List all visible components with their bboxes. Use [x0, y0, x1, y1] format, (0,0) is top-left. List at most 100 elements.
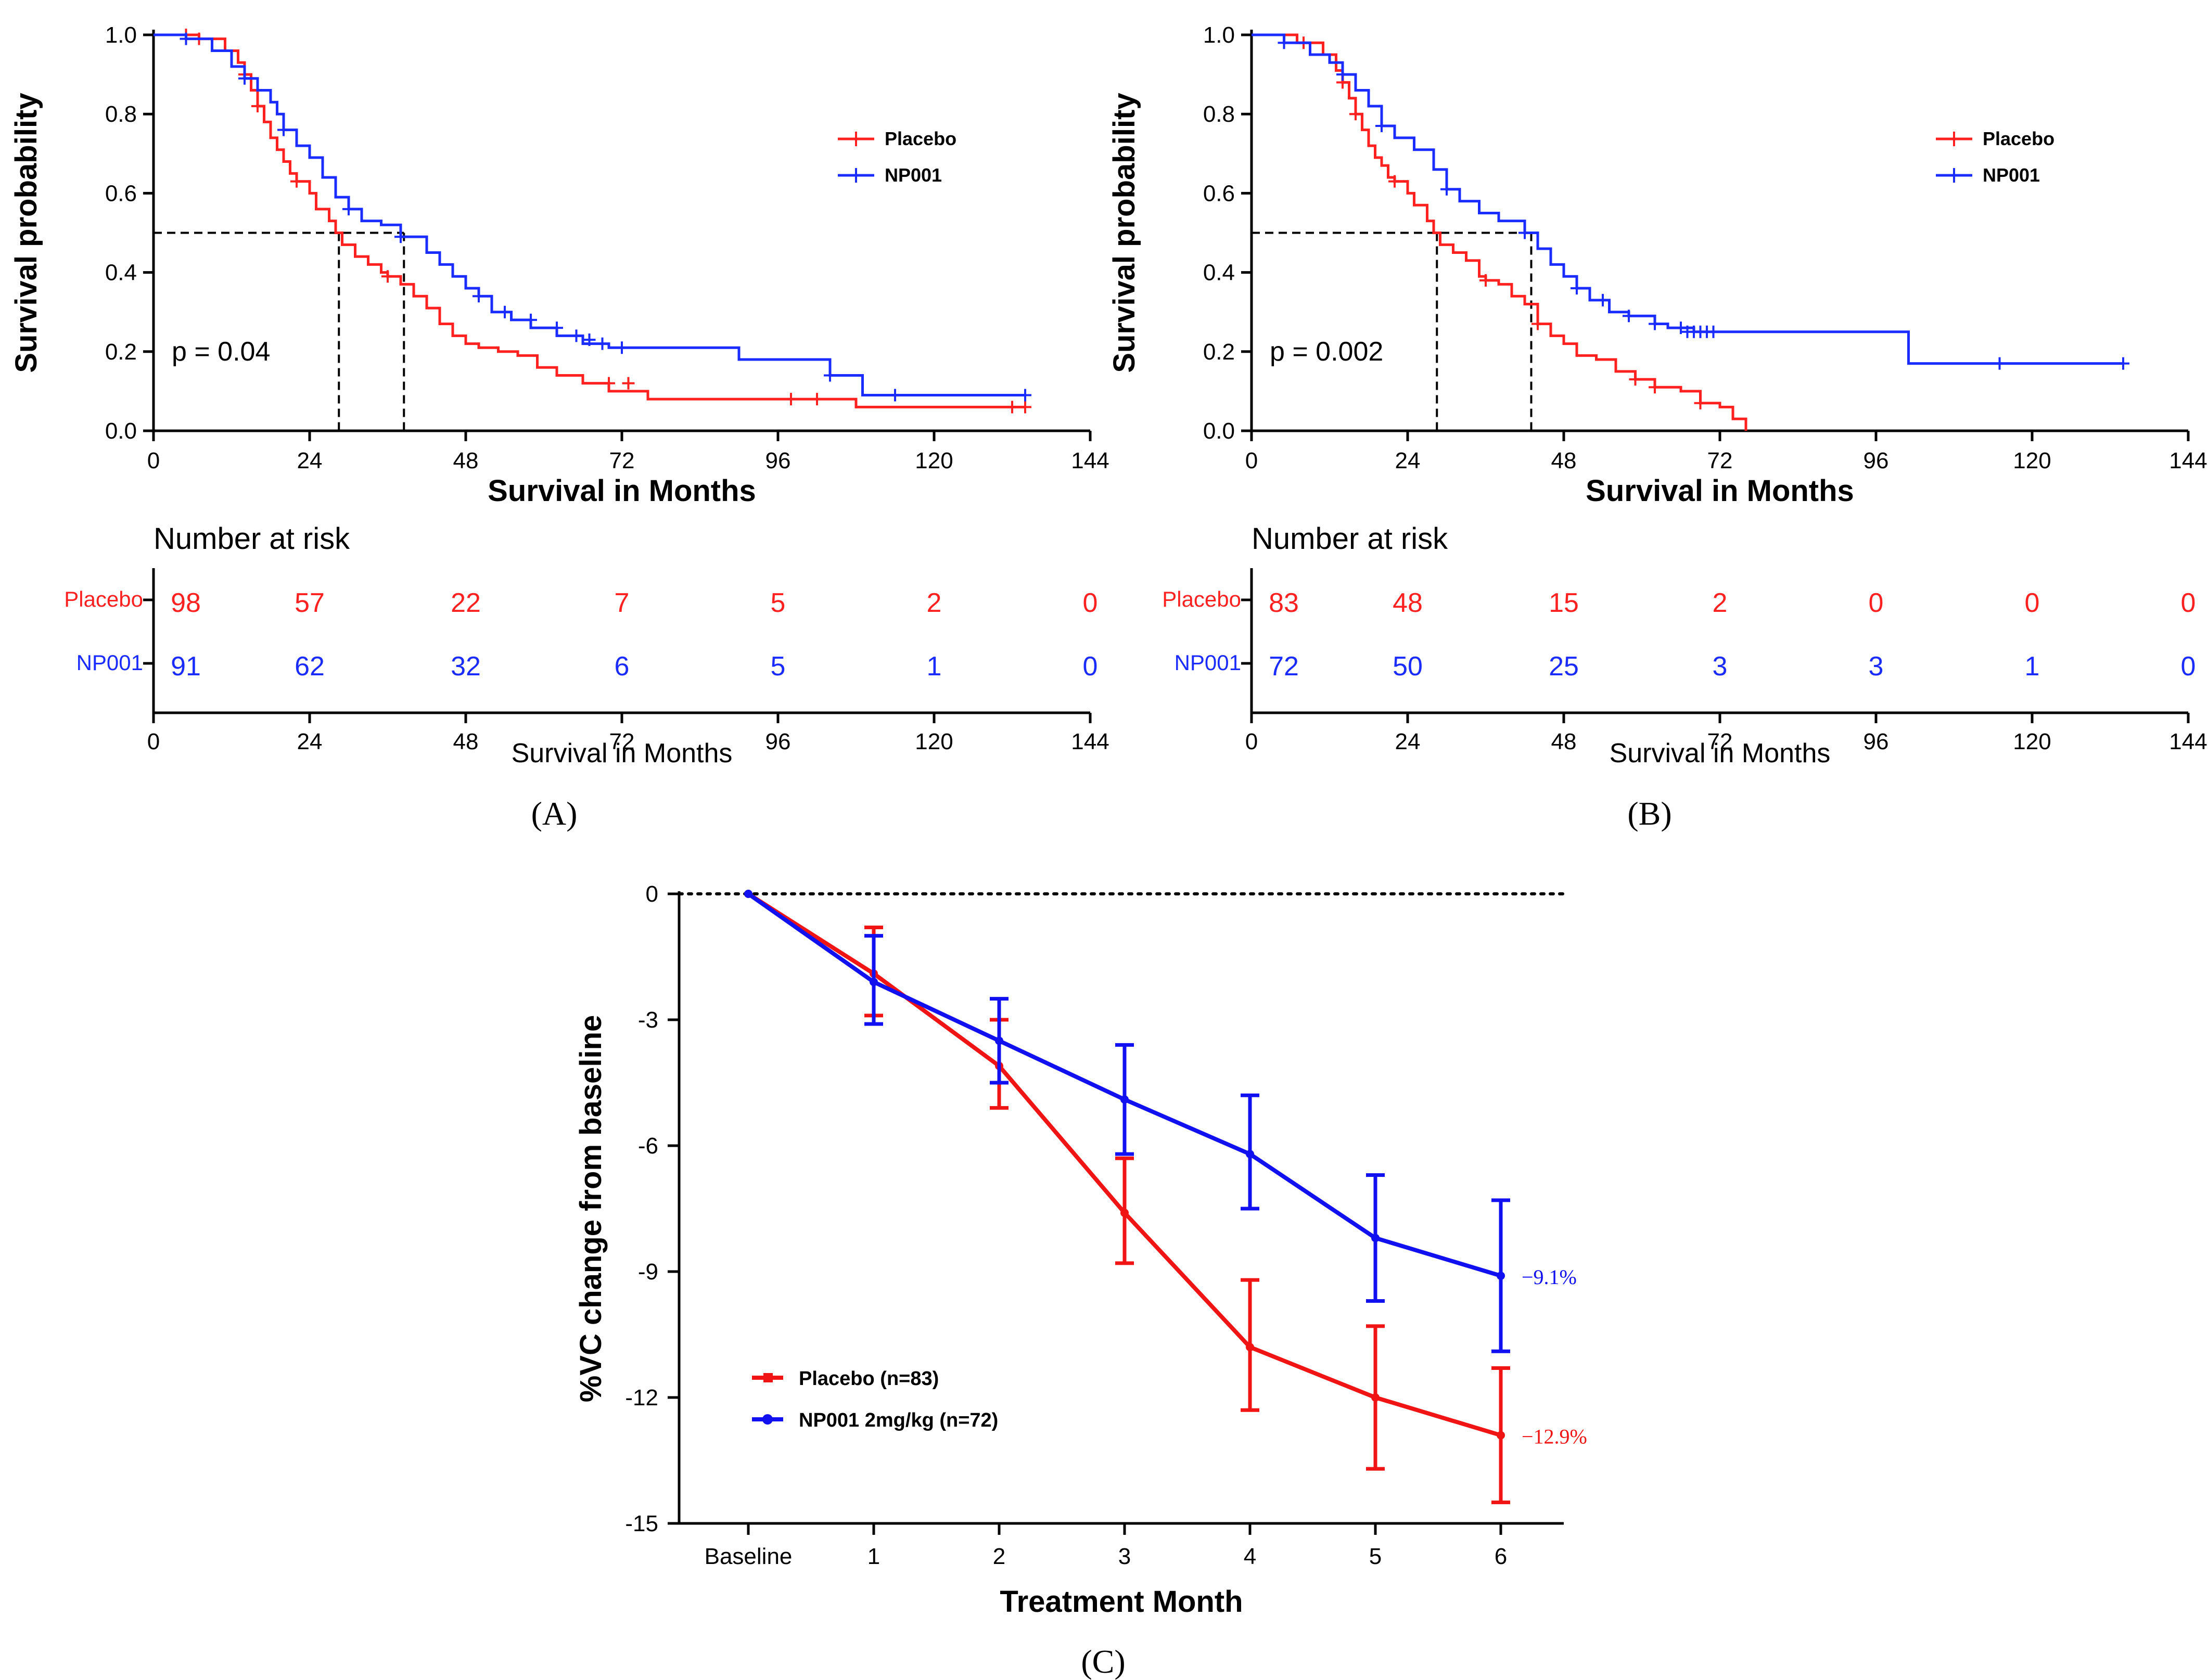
risk-count: 2 [927, 588, 942, 618]
censor-mark [381, 270, 394, 283]
risk-x-tick-label: 24 [1395, 729, 1421, 754]
data-point [1497, 1431, 1505, 1440]
risk-x-tick-label: 144 [1071, 729, 1109, 754]
risk-count: 0 [1083, 651, 1098, 682]
risk-count: 15 [1549, 588, 1579, 618]
x-tick-label: 120 [915, 448, 953, 473]
censor-mark [290, 175, 303, 188]
censor-mark [180, 32, 193, 45]
censor-mark [1479, 274, 1492, 287]
censor-mark [1019, 389, 1031, 402]
y-tick-label: -9 [638, 1259, 658, 1285]
censor-mark [1375, 120, 1388, 133]
censor-mark [1707, 325, 1720, 338]
censor-mark [1278, 36, 1291, 49]
y-tick-label: -6 [638, 1133, 658, 1159]
x-tick-label: 48 [1551, 448, 1577, 473]
risk-x-tick-label: 120 [915, 729, 953, 754]
risk-count: 1 [2025, 651, 2040, 682]
risk-row-label-placebo: Placebo [1162, 587, 1241, 611]
censor-mark [1597, 293, 1609, 306]
legend-label-np001: NP001 [885, 164, 942, 186]
censor-mark [277, 123, 290, 136]
risk-count: 0 [2025, 588, 2040, 618]
risk-count: 50 [1393, 651, 1423, 682]
censor-mark [525, 313, 537, 326]
x-tick-label: 24 [1395, 448, 1421, 473]
x-tick-label: Baseline [705, 1544, 793, 1569]
x-tick-label: 144 [2169, 448, 2207, 473]
censor-mark [1571, 282, 1583, 295]
x-axis-title: Survival in Months [488, 474, 756, 508]
data-point [995, 1036, 1003, 1045]
legend-marker-square [763, 1373, 773, 1382]
risk-count: 3 [1869, 651, 1884, 682]
risk-x-tick-label: 48 [453, 729, 479, 754]
censor-mark [551, 322, 563, 335]
y-axis-title: Survival probability [1107, 93, 1141, 373]
vc-change-panel: 0 -3 -6 -9 -12 -15 Baseline 1 2 3 4 5 6 Treatment Mon… [574, 881, 1587, 1680]
risk-count: 48 [1393, 588, 1423, 618]
risk-count: 0 [1083, 588, 1098, 618]
x-tick-label: 1 [867, 1544, 880, 1569]
censor-mark [1019, 401, 1031, 414]
risk-table-title: Number at risk [1252, 522, 1448, 556]
risk-x-tick-label: 144 [2169, 729, 2207, 754]
risk-count: 98 [171, 588, 201, 618]
x-tick-label: 96 [1864, 448, 1889, 473]
censor-mark [1993, 357, 2006, 370]
p-value-annotation: p = 0.04 [172, 337, 270, 367]
censor-mark [1388, 175, 1401, 188]
x-tick-label: 6 [1495, 1544, 1507, 1569]
censor-mark [596, 337, 609, 350]
data-point [1246, 1343, 1254, 1352]
censor-mark [238, 72, 251, 85]
censor-mark [1649, 381, 1661, 394]
risk-count: 83 [1269, 588, 1299, 618]
panel-label-c: (C) [1081, 1643, 1125, 1680]
survival-curve-placebo [154, 33, 1025, 408]
legend-label-placebo: Placebo [885, 128, 956, 149]
data-point [744, 890, 752, 898]
y-tick-label: 1.0 [105, 22, 137, 48]
censor-mark [473, 290, 485, 303]
censor-mark [499, 305, 511, 318]
risk-count: 0 [2181, 588, 2196, 618]
risk-x-tick-label: 0 [1245, 729, 1258, 754]
risk-count: 25 [1549, 651, 1579, 682]
risk-count: 0 [1869, 588, 1884, 618]
censor-mark [251, 99, 264, 112]
y-tick-label: -15 [625, 1511, 658, 1536]
censor-mark [1336, 68, 1349, 81]
x-tick-label: 120 [2013, 448, 2051, 473]
risk-row-label-placebo: Placebo [64, 587, 143, 611]
x-tick-label: 72 [609, 448, 635, 473]
legend-label: Placebo (n=83) [799, 1368, 939, 1390]
risk-x-tick-label: 0 [147, 729, 160, 754]
risk-count: 32 [451, 651, 481, 682]
risk-row-label-np001: NP001 [1175, 650, 1241, 675]
x-axis-title: Treatment Month [1000, 1585, 1243, 1619]
risk-count: 1 [927, 651, 942, 682]
x-tick-label: 2 [993, 1544, 1005, 1569]
data-point [1371, 1393, 1380, 1402]
y-axis-title: %VC change from baseline [574, 1015, 608, 1403]
risk-row-label-np001: NP001 [76, 650, 143, 675]
legend-label: NP001 2mg/kg (n=72) [799, 1409, 998, 1431]
y-tick-label: 0.8 [105, 101, 137, 127]
censor-mark [603, 377, 615, 390]
risk-count: 6 [615, 651, 630, 682]
series-np001: −9.1% [744, 890, 1577, 1353]
censor-mark [622, 377, 635, 390]
data-point [1120, 1095, 1129, 1104]
survival-curve-np001 [1252, 33, 2123, 365]
x-tick-label: 24 [297, 448, 323, 473]
km-panel-b: 0.00.20.40.60.81.00 24 48 72 96 120 144Surviva… [1107, 22, 2207, 832]
censor-mark [1006, 401, 1018, 414]
censor-mark [1349, 108, 1362, 121]
y-tick-label: 0.6 [105, 181, 137, 206]
risk-x-tick-label: 120 [2013, 729, 2051, 754]
censor-mark [824, 369, 836, 382]
